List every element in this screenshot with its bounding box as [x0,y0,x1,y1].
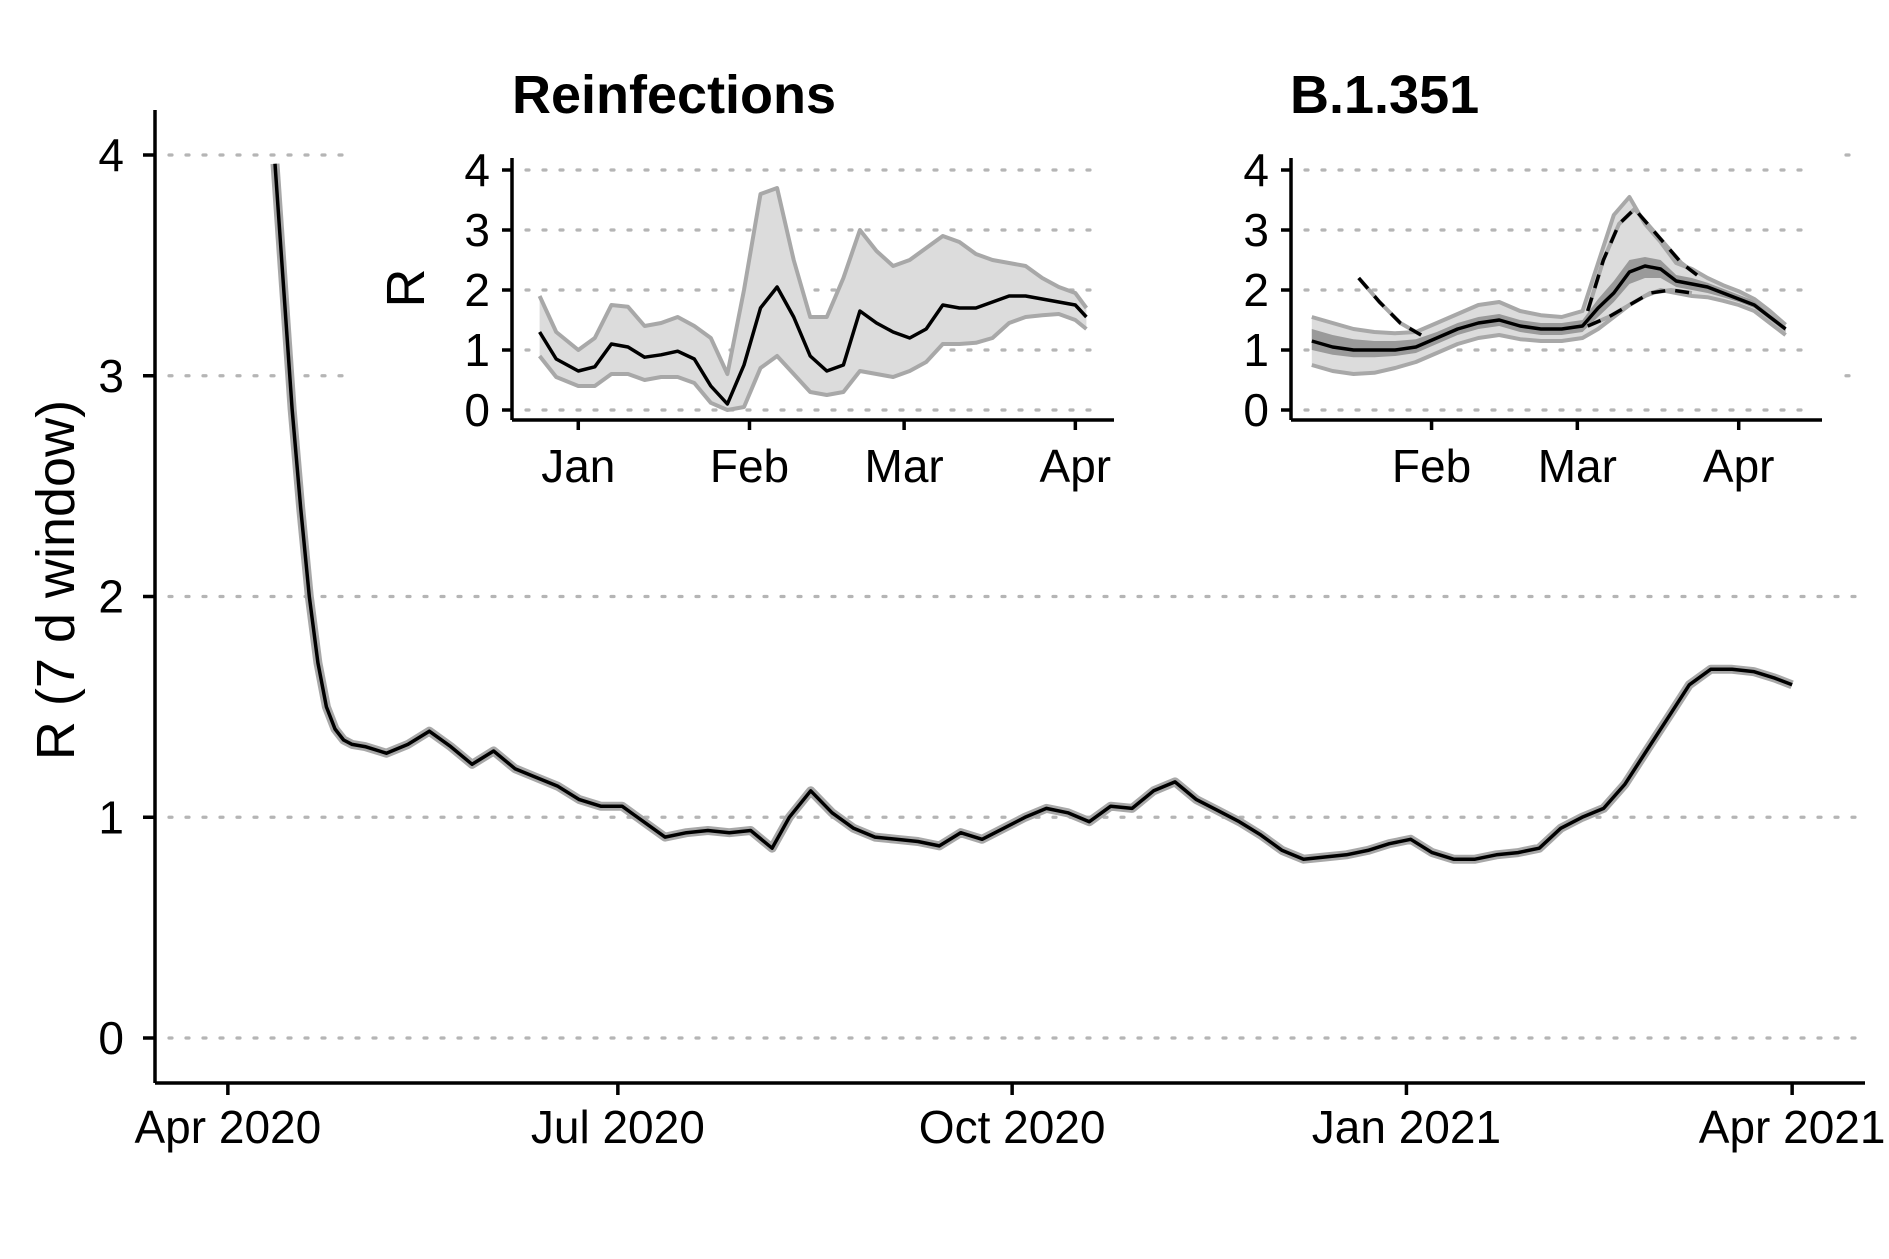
y-tick-label: 4 [98,129,124,181]
y-tick-label: 4 [464,144,490,196]
x-tick-label: Jan 2021 [1312,1101,1501,1153]
reinfections-upper-line [537,186,1089,376]
b1351-upper-line [1311,195,1787,336]
inset-b1351-title: B.1.351 [1290,65,1479,125]
x-tick-label: Mar [1538,440,1617,492]
y-tick-label: 3 [464,204,490,256]
inset-reinfections-x-ticks: Jan Feb Mar Apr [541,420,1111,492]
b1351-outer-band [1311,197,1786,374]
main-x-ticks: Apr 2020 Jul 2020 Oct 2020 Jan 2021 Apr 2021 [135,1083,1886,1153]
x-tick-label: Feb [1392,440,1471,492]
b1351-dashed-line [1586,206,1699,312]
inset-reinfections-y-axis-label: R [376,269,436,308]
b1351-lower-line [1311,288,1787,376]
inset-b1351-x-ticks: Feb Mar Apr [1392,420,1775,492]
b1351-inner-band [1311,257,1786,358]
main-y-axis-label: R (7 d window) [26,400,86,760]
reinfections-ci-band [539,188,1087,410]
b1351-dashed-line [1357,276,1422,337]
main-y-ticks: 0 1 2 3 4 [98,129,155,1064]
y-tick-label: 1 [464,324,490,376]
inset-reinfections-chart: Reinfections 0 1 2 3 4 Jan Feb Mar Apr R [376,65,1115,492]
inset-reinfections-y-ticks: 0 1 2 3 4 [464,144,512,436]
y-tick-label: 4 [1243,144,1269,196]
x-tick-label: Apr 2021 [1699,1101,1886,1153]
main-r-line [273,163,1793,861]
y-tick-label: 0 [1243,384,1269,436]
y-tick-label: 0 [98,1012,124,1064]
x-tick-label: Apr 2020 [135,1101,322,1153]
b1351-r-line [1311,264,1787,352]
inset-b1351-y-ticks: 0 1 2 3 4 [1243,144,1291,436]
b1351-dashed-line [1587,288,1693,328]
inset-reinfections-series [537,186,1089,412]
main-series [270,163,1794,864]
y-tick-label: 3 [1243,204,1269,256]
y-tick-label: 3 [98,350,124,402]
y-tick-label: 1 [1243,324,1269,376]
x-tick-label: Jan [541,440,615,492]
reinfections-r-line [538,285,1088,406]
x-tick-label: Jul 2020 [531,1101,705,1153]
y-tick-label: 0 [464,384,490,436]
x-tick-label: Apr [1703,440,1775,492]
inset-b1351-chart: B.1.351 0 1 2 3 4 Feb Mar Apr [1235,65,1835,492]
x-tick-label: Apr [1040,440,1112,492]
inset-b1351-series [1311,195,1787,376]
x-tick-label: Feb [710,440,789,492]
y-tick-label: 1 [98,791,124,843]
y-tick-label: 2 [1243,264,1269,316]
x-tick-label: Oct 2020 [919,1101,1106,1153]
y-tick-label: 2 [98,571,124,623]
x-tick-label: Mar [865,440,944,492]
reinfections-lower-line [538,312,1088,412]
inset-reinfections-title: Reinfections [512,65,836,125]
y-tick-label: 2 [464,264,490,316]
